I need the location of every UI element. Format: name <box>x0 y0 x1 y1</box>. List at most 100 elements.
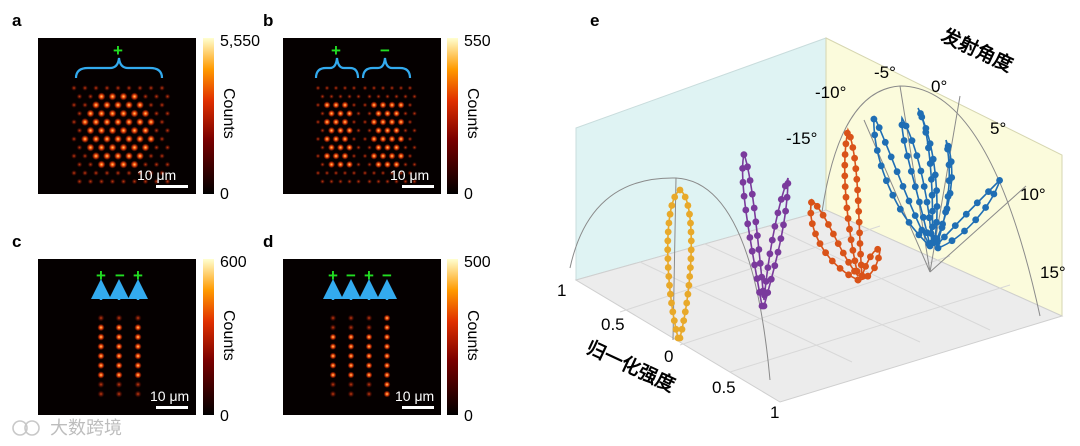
data-point <box>938 224 946 232</box>
emission-spot <box>137 85 143 91</box>
emission-spot <box>351 153 357 159</box>
data-point <box>875 254 882 262</box>
emission-spot <box>130 160 139 169</box>
data-point <box>746 177 754 184</box>
data-point <box>686 210 693 218</box>
emission-spot <box>388 118 396 126</box>
emission-spot <box>389 170 395 176</box>
emission-spot <box>136 101 144 109</box>
scale-bar <box>402 185 434 188</box>
emission-spot <box>108 109 117 118</box>
emission-spot <box>159 119 165 125</box>
data-point <box>742 206 750 214</box>
emission-spot <box>336 126 345 135</box>
emission-spot <box>153 127 160 134</box>
data-point <box>982 204 989 211</box>
emission-spot <box>164 161 171 168</box>
data-point <box>668 202 676 209</box>
intensity-tick: 0.5 <box>601 315 625 334</box>
emission-spot <box>328 178 335 185</box>
emission-spot <box>141 143 150 152</box>
intensity-tick: 1 <box>557 281 566 300</box>
data-point <box>807 209 815 217</box>
scale-bar-label: 10 μm <box>395 388 434 404</box>
logo-icon <box>24 420 40 436</box>
data-point <box>808 220 816 228</box>
emission-spot <box>115 333 123 341</box>
emission-spot <box>351 102 357 108</box>
data-point <box>687 246 695 254</box>
data-point <box>756 259 764 267</box>
emission-spot <box>97 380 105 389</box>
emission-spot <box>108 143 117 152</box>
emission-spot <box>362 85 368 91</box>
series-blue <box>870 107 1003 252</box>
data-point <box>813 202 821 210</box>
scale-bar <box>402 406 434 409</box>
emission-spot <box>371 85 377 91</box>
emission-spot <box>125 135 133 143</box>
emission-spot <box>324 85 330 91</box>
emission-spot <box>115 380 123 389</box>
data-point <box>767 275 775 283</box>
data-point <box>664 255 672 262</box>
emission-spot <box>342 170 348 176</box>
data-point <box>929 207 936 215</box>
data-point <box>666 210 674 218</box>
emission-spot <box>379 101 387 109</box>
emission-spot <box>159 102 165 108</box>
data-point <box>746 234 754 241</box>
emission-spot <box>411 93 418 100</box>
emission-spot <box>92 135 100 143</box>
emission-spot <box>380 170 386 176</box>
data-point <box>883 177 890 185</box>
emission-spot <box>323 101 331 109</box>
emission-spot <box>355 127 362 134</box>
data-point <box>871 131 879 139</box>
angle-tick: 5° <box>990 119 1006 138</box>
intensity-tick: 0 <box>664 347 673 366</box>
emission-spot <box>134 390 142 398</box>
emission-spot <box>365 324 373 331</box>
data-point <box>929 155 937 163</box>
emission-spot <box>131 178 138 185</box>
emission-spot <box>119 109 128 118</box>
emission-spot <box>153 144 160 151</box>
emission-spot <box>332 152 340 160</box>
data-point <box>847 133 854 141</box>
data-point <box>945 161 953 169</box>
data-point <box>687 264 694 271</box>
emission-spot <box>87 93 94 100</box>
emission-spot <box>362 153 368 159</box>
sign-label: + <box>364 266 374 285</box>
emission-spot <box>153 178 160 185</box>
emission-spot <box>164 93 171 100</box>
emission-spot <box>137 170 143 176</box>
emission-spot <box>347 371 355 379</box>
emission-spot <box>76 110 83 117</box>
emission-spot <box>341 135 349 143</box>
sign-label: + <box>328 266 338 285</box>
emission-spot <box>136 152 144 160</box>
emission-spot <box>319 93 326 100</box>
emission-spot <box>103 135 111 143</box>
emission-spot <box>355 93 362 100</box>
emission-spot <box>87 178 94 185</box>
scale-bar <box>156 185 188 188</box>
emission-spot <box>337 178 344 185</box>
emission-spot <box>120 178 127 185</box>
angle-tick: -15° <box>786 129 817 148</box>
data-point <box>961 227 968 235</box>
emission-spot <box>148 170 154 176</box>
data-point <box>762 278 770 285</box>
data-point <box>929 223 936 231</box>
panel-label: c <box>12 232 21 251</box>
emission-spot <box>329 352 337 360</box>
emission-spot <box>407 85 413 91</box>
emission-spot <box>119 92 128 101</box>
brace <box>361 57 412 79</box>
emission-spot <box>402 144 409 151</box>
data-point <box>755 246 763 253</box>
data-point <box>681 308 689 316</box>
emission-spot <box>315 119 321 125</box>
